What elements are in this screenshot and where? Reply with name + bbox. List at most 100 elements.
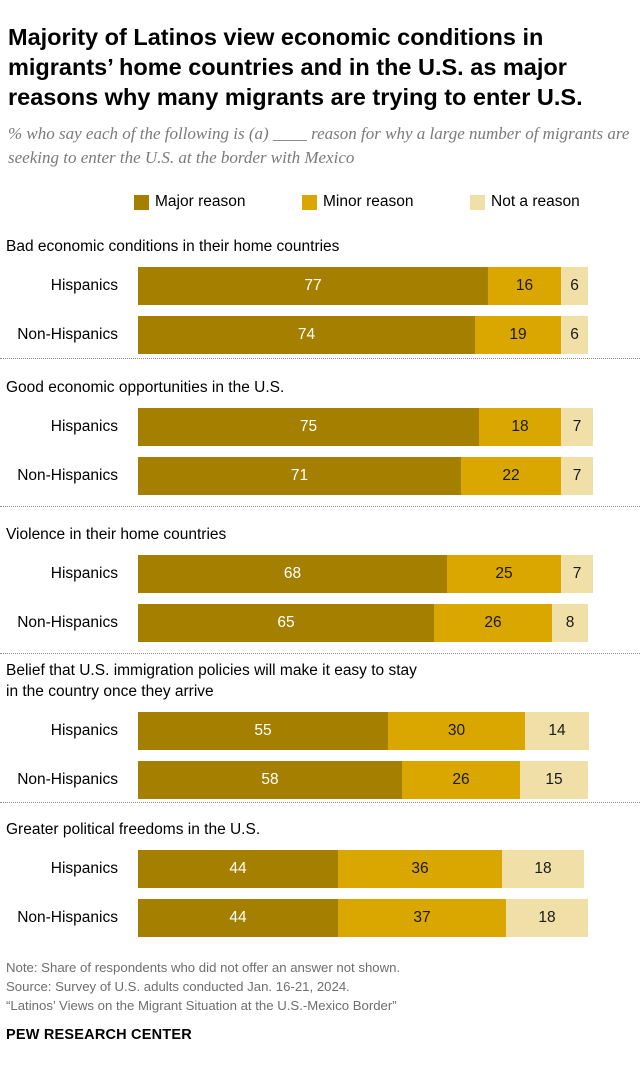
data-label: 68 [283, 565, 302, 582]
legend: Major reason Minor reason Not a reason [0, 193, 640, 213]
bar-row: 77 16 6 [138, 267, 588, 305]
bar-segment-minor: 26 [402, 761, 520, 799]
bar-row: 68 25 7 [138, 555, 593, 593]
legend-swatch-major [134, 194, 149, 210]
row-label: Non-Hispanics [17, 771, 118, 788]
bar-segment-none: 18 [506, 899, 588, 937]
data-label: 30 [447, 722, 466, 739]
data-label: 16 [515, 277, 534, 294]
bar-row: 58 26 15 [138, 761, 588, 799]
legend-item-major: Major reason [134, 193, 245, 211]
data-label: 55 [254, 722, 272, 739]
bar-segment-major: 71 [138, 457, 461, 495]
bar-row: 74 19 6 [138, 316, 588, 354]
data-label: 7 [572, 467, 582, 484]
data-label: 19 [509, 326, 527, 343]
group-title: Bad economic conditions in their home co… [6, 238, 340, 255]
group-divider [0, 358, 640, 359]
legend-item-minor: Minor reason [302, 193, 413, 211]
data-label: 75 [299, 418, 318, 435]
group-title: Violence in their home countries [6, 526, 227, 543]
row-label: Hispanics [50, 418, 118, 435]
group-divider [0, 506, 640, 507]
bar-segment-major: 44 [138, 850, 338, 888]
group-divider [0, 802, 640, 803]
brand-logo-text: PEW RESEARCH CENTER [6, 1027, 192, 1043]
legend-label-minor: Minor reason [323, 193, 414, 210]
notes: Note: Share of respondents who did not o… [6, 958, 400, 1015]
data-label: 8 [565, 614, 575, 631]
bar-segment-minor: 16 [488, 267, 561, 305]
bar-segment-minor: 22 [461, 457, 561, 495]
bar-segment-none: 18 [502, 850, 584, 888]
row-label: Hispanics [50, 565, 118, 582]
data-label: 18 [538, 909, 556, 926]
group-title: Greater political freedoms in the U.S. [6, 821, 261, 838]
bar-segment-major: 74 [138, 316, 475, 354]
bar-row: 71 22 7 [138, 457, 593, 495]
bar-segment-minor: 37 [338, 899, 506, 937]
row-label: Hispanics [50, 722, 118, 739]
data-label: 18 [534, 860, 552, 877]
data-label: 18 [511, 418, 529, 435]
data-label: 44 [229, 860, 247, 877]
legend-label-none: Not a reason [491, 193, 580, 210]
data-label: 26 [484, 614, 502, 631]
bar-segment-none: 8 [552, 604, 588, 642]
bar-row: 44 36 18 [138, 850, 584, 888]
group-title: Belief that U.S. immigration policies wi… [6, 662, 417, 700]
bar-segment-major: 68 [138, 555, 447, 593]
row-label: Non-Hispanics [17, 467, 118, 484]
bar-segment-minor: 18 [479, 408, 561, 446]
data-label: 7 [572, 565, 582, 582]
bar-segment-none: 6 [561, 316, 588, 354]
note-text: Note: Share of respondents who did not o… [6, 960, 401, 975]
data-label: 6 [570, 277, 579, 294]
row-label: Non-Hispanics [17, 614, 118, 631]
row-label: Hispanics [50, 860, 118, 877]
legend-label-major: Major reason [155, 193, 246, 210]
data-label: 14 [548, 722, 566, 739]
data-label: 37 [413, 909, 431, 926]
data-label: 36 [411, 860, 429, 877]
bar-segment-major: 58 [138, 761, 402, 799]
bar-segment-major: 55 [138, 712, 388, 750]
row-label: Non-Hispanics [17, 909, 118, 926]
bar-segment-none: 7 [561, 408, 593, 446]
bar-segment-major: 65 [138, 604, 434, 642]
bar-row: 44 37 18 [138, 899, 588, 937]
group-title: Good economic opportunities in the U.S. [6, 379, 285, 396]
bar-segment-none: 7 [561, 555, 593, 593]
bar-segment-none: 6 [561, 267, 588, 305]
bar-segment-none: 7 [561, 457, 593, 495]
row-label: Non-Hispanics [17, 326, 118, 343]
bar-segment-major: 77 [138, 267, 488, 305]
bar-segment-none: 14 [525, 712, 589, 750]
data-label: 44 [229, 909, 247, 926]
data-label: 65 [277, 614, 295, 631]
bar-segment-minor: 19 [475, 316, 561, 354]
data-label: 26 [452, 771, 470, 788]
bar-segment-minor: 36 [338, 850, 502, 888]
group-divider [0, 653, 640, 654]
data-label: 58 [261, 771, 279, 788]
data-label: 7 [572, 418, 582, 435]
bar-segment-none: 15 [520, 761, 588, 799]
bar-segment-minor: 25 [447, 555, 561, 593]
data-label: 77 [304, 277, 322, 294]
legend-swatch-none [470, 194, 485, 210]
bar-segment-minor: 30 [388, 712, 525, 750]
data-label: 71 [290, 467, 309, 484]
legend-swatch-minor [302, 194, 317, 210]
bar-row: 55 30 14 [138, 712, 589, 750]
chart-title: Majority of Latinos view economic condit… [8, 24, 583, 110]
data-label: 74 [297, 326, 316, 343]
data-label: 25 [495, 565, 513, 582]
report-title: “Latinos’ Views on the Migrant Situation… [6, 998, 397, 1013]
bar-segment-minor: 26 [434, 604, 552, 642]
legend-item-none: Not a reason [470, 193, 580, 211]
data-label: 6 [570, 326, 579, 343]
data-label: 22 [502, 467, 520, 484]
bar-row: 65 26 8 [138, 604, 588, 642]
row-label: Hispanics [50, 277, 118, 294]
